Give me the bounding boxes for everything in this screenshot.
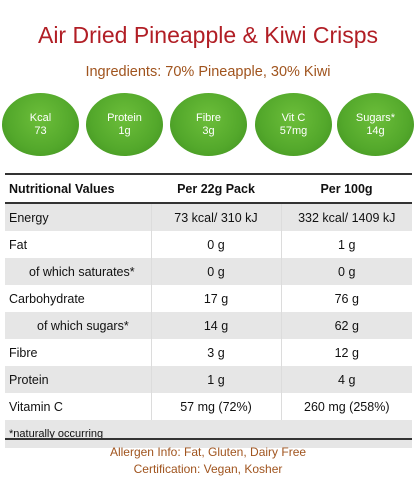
cell-per-100g: 1 g bbox=[338, 237, 356, 252]
table-header-row: Nutritional Values Per 22g Pack Per 100g bbox=[5, 173, 412, 204]
badge-kcal: Kcal 73 bbox=[2, 93, 79, 156]
nutrition-table: Nutritional Values Per 22g Pack Per 100g… bbox=[5, 173, 412, 448]
cell-per-pack: 57 mg (72%) bbox=[151, 393, 282, 420]
badge-fibre: Fibre 3g bbox=[170, 93, 247, 156]
divider bbox=[5, 438, 412, 440]
footnote: *naturally occurring bbox=[5, 420, 412, 448]
cell-per-pack: 17 g bbox=[151, 285, 282, 312]
nutrient-badges: Kcal 73 Protein 1g Fibre 3g Vit C 57mg S… bbox=[0, 93, 416, 157]
row-label: Vitamin C bbox=[5, 393, 152, 420]
cell-per-100g: 260 mg (258%) bbox=[304, 399, 390, 414]
cell-per-100g: 4 g bbox=[281, 366, 412, 393]
table-row: Energy 73 kcal/ 310 kJ 332 kcal/ 1409 kJ bbox=[5, 203, 412, 231]
table-row: Protein 1 g 4 g bbox=[5, 366, 412, 393]
cell-per-pack: 14 g bbox=[151, 312, 282, 339]
column-header: Nutritional Values bbox=[5, 173, 151, 204]
cell-per-pack: 73 kcal/ 310 kJ bbox=[151, 203, 282, 231]
badge-protein: Protein 1g bbox=[86, 93, 163, 156]
badge-label: Protein bbox=[107, 111, 142, 124]
table-row: Fibre 3 g 12 g bbox=[5, 339, 412, 366]
row-label: Energy bbox=[5, 203, 152, 231]
row-label: of which sugars* bbox=[5, 312, 152, 339]
table-row: of which saturates* 0 g 0 g bbox=[5, 258, 412, 285]
badge-label: Sugars* bbox=[355, 111, 396, 124]
cell-per-100g: 76 g bbox=[334, 291, 359, 306]
badge-label: Kcal bbox=[29, 111, 52, 124]
cell-per-100g: 0 g bbox=[281, 258, 412, 285]
table-row: Carbohydrate 17 g 76 g bbox=[5, 285, 412, 312]
row-label: Fibre bbox=[5, 339, 152, 366]
cell-per-pack: 0 g bbox=[151, 258, 282, 285]
badge-value: 73 bbox=[34, 124, 47, 137]
table-row: of which sugars* 14 g 62 g bbox=[5, 312, 412, 339]
cell-per-100g: 62 g bbox=[281, 312, 412, 339]
table-row: Vitamin C 57 mg (72%) 260 mg (258%) bbox=[5, 393, 412, 420]
badge-value: 57mg bbox=[279, 124, 308, 137]
product-title: Air Dried Pineapple & Kiwi Crisps bbox=[37, 22, 378, 48]
column-header: Per 22g Pack bbox=[151, 173, 281, 204]
cell-per-100g: 332 kcal/ 1409 kJ bbox=[281, 203, 412, 231]
ingredients-line: Ingredients: 70% Pineapple, 30% Kiwi bbox=[85, 64, 331, 80]
badge-value: 1g bbox=[118, 124, 131, 137]
cell-per-pack: 0 g bbox=[151, 231, 282, 258]
badge-sugars: Sugars* 14g bbox=[337, 93, 414, 156]
badge-value: 3g bbox=[202, 124, 215, 137]
badge-label: Vit C bbox=[281, 111, 306, 124]
row-label: of which saturates* bbox=[5, 258, 152, 285]
cell-per-pack: 3 g bbox=[151, 339, 282, 366]
badge-label: Fibre bbox=[195, 111, 222, 124]
certification-info: Certification: Vegan, Kosher bbox=[133, 462, 283, 476]
row-label: Carbohydrate bbox=[5, 285, 152, 312]
column-header: Per 100g bbox=[281, 173, 412, 204]
allergen-info: Allergen Info: Fat, Gluten, Dairy Free bbox=[109, 445, 307, 459]
row-label: Fat bbox=[5, 231, 152, 258]
cell-per-100g: 12 g bbox=[334, 345, 359, 360]
footnote-row: *naturally occurring bbox=[5, 420, 412, 448]
row-label: Protein bbox=[5, 366, 152, 393]
badge-vitamin-c: Vit C 57mg bbox=[255, 93, 332, 156]
table-row: Fat 0 g 1 g bbox=[5, 231, 412, 258]
cell-per-pack: 1 g bbox=[151, 366, 282, 393]
badge-value: 14g bbox=[366, 124, 385, 137]
